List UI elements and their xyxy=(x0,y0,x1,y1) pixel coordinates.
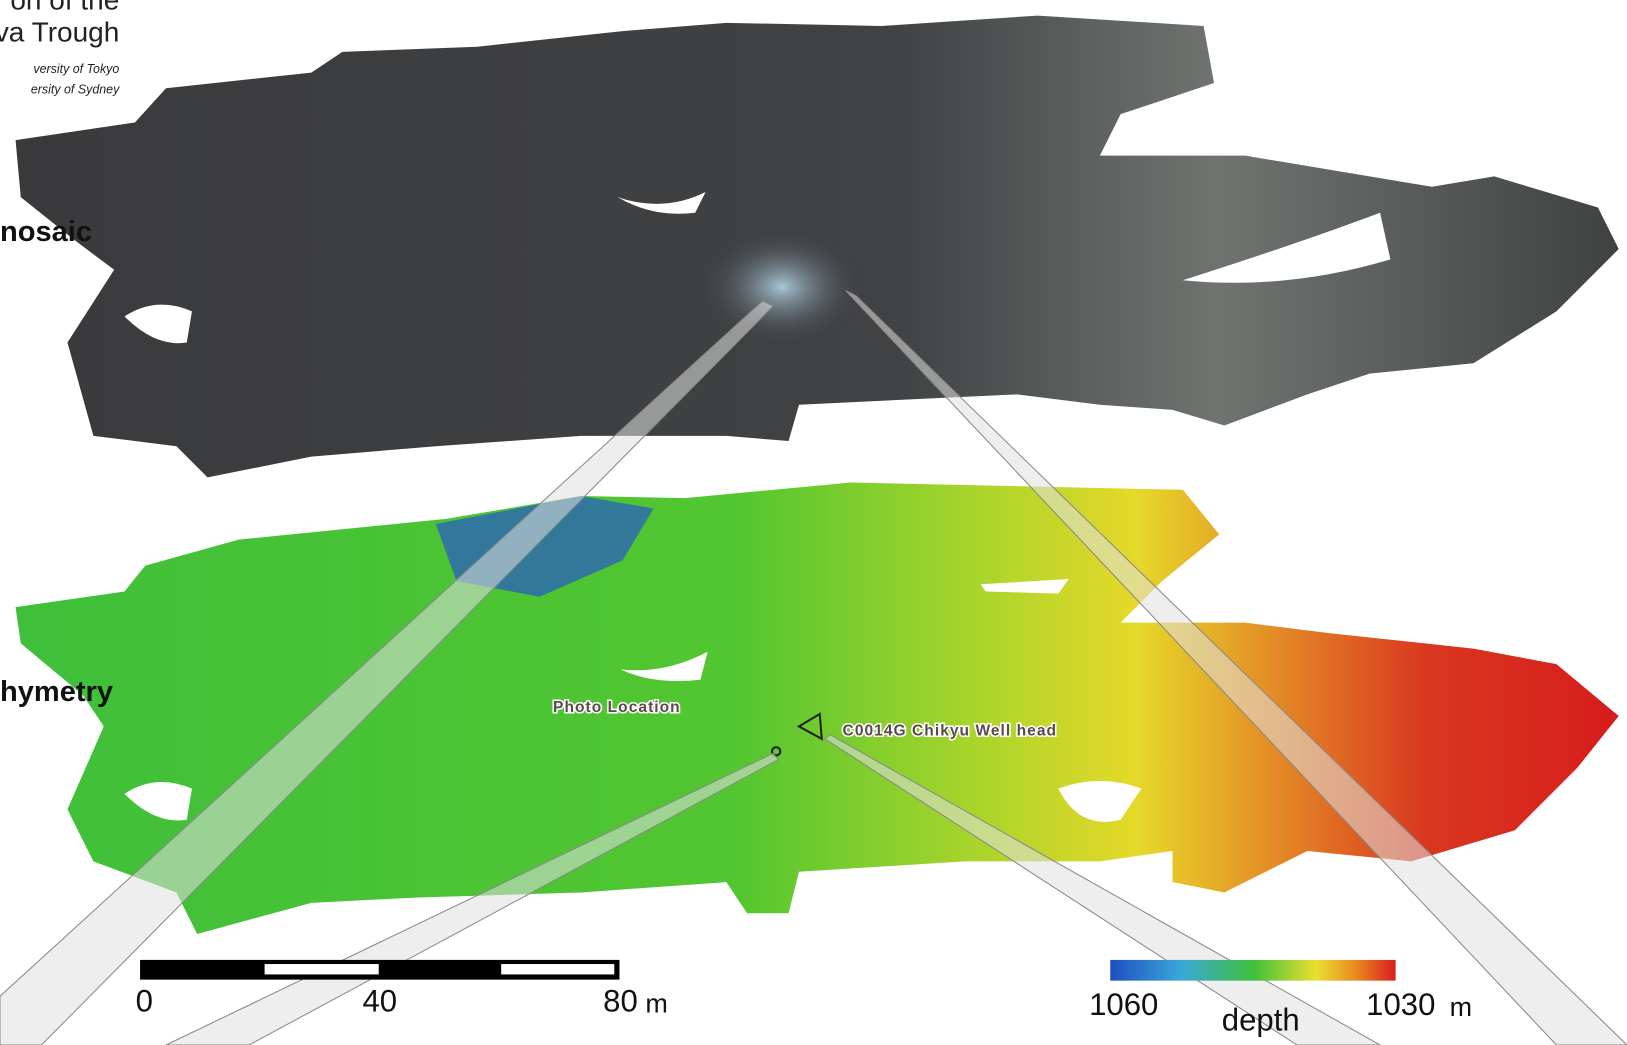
panel-label: nosaic xyxy=(0,216,92,248)
figure: on of the va Trough versity of Tokyo ers… xyxy=(0,0,1627,1045)
scale-label: 80 xyxy=(603,984,638,1019)
credit: ersity of Sydney xyxy=(31,83,120,97)
scale-bar-segment xyxy=(501,964,614,974)
depth-label: 1060 xyxy=(1089,987,1158,1022)
depth-unit: m xyxy=(1450,992,1472,1022)
scale-bar-segment xyxy=(265,964,379,974)
bathymetry-image xyxy=(16,483,1619,934)
panel-label: hymetry xyxy=(0,676,113,708)
depth-title: depth xyxy=(1222,1002,1300,1037)
annotation: Photo Location xyxy=(553,699,681,716)
scale-unit: m xyxy=(645,989,667,1019)
scale-label: 0 xyxy=(136,984,153,1019)
annotation: C0014G Chikyu Well head xyxy=(843,723,1058,740)
depth-colorbar xyxy=(1110,960,1395,981)
header-line: va Trough xyxy=(0,17,119,48)
depth-label: 1030 xyxy=(1366,987,1435,1022)
credit: versity of Tokyo xyxy=(33,62,119,76)
header-line: on of the xyxy=(10,0,119,15)
scale-label: 40 xyxy=(362,984,397,1019)
